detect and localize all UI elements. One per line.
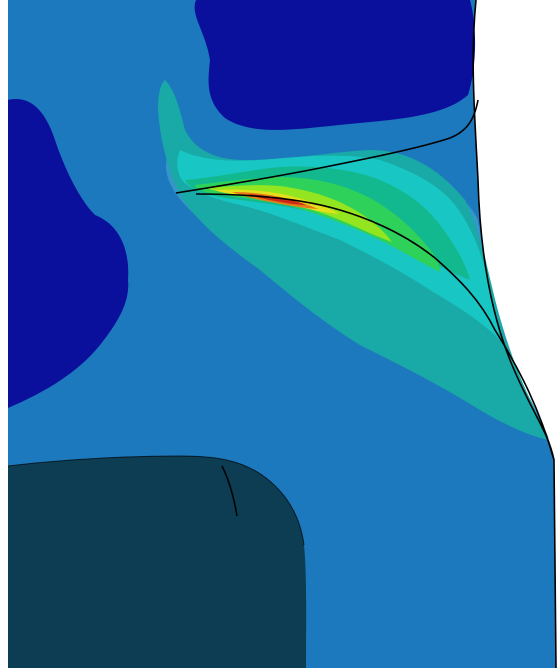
dark-rigid-part [8, 456, 307, 668]
low-stress-region-top [194, 0, 476, 130]
rigid-part-edge [7, 455, 305, 546]
low-stress-region-left [8, 99, 129, 409]
contact-curve-upper [175, 99, 479, 194]
contact-curve-lower [195, 193, 555, 461]
outline-right-flank [472, 0, 557, 668]
crack-mark [221, 465, 238, 517]
